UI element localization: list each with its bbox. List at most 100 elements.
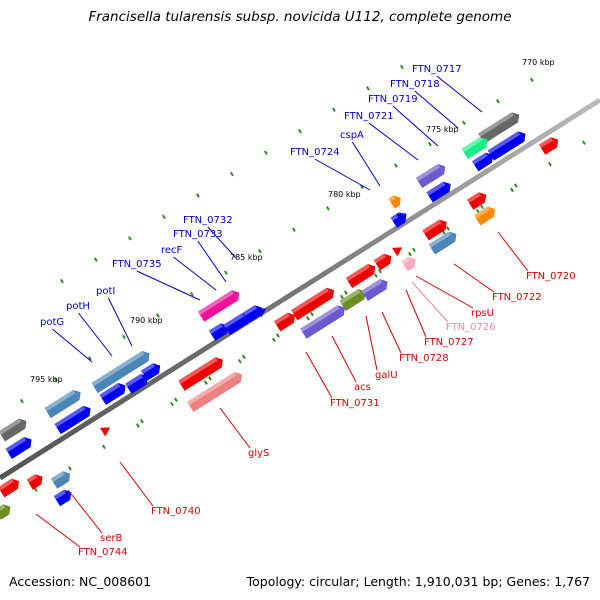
gene-label-top[interactable]: cspA: [340, 130, 364, 141]
gene-glyph[interactable]: [140, 361, 163, 381]
topology-text: Topology: circular; Length: 1,910,031 bp…: [246, 574, 590, 589]
kbp-label: 770 kbp: [522, 58, 555, 67]
tick-mark: [461, 120, 466, 125]
tick-mark: [344, 290, 348, 295]
gene-glyph[interactable]: [388, 193, 404, 209]
gene-glyph[interactable]: [487, 129, 529, 161]
leader-line: [453, 263, 495, 293]
leader-line: [411, 281, 449, 323]
gene-glyph[interactable]: [178, 355, 226, 391]
gene-label-bottom[interactable]: FTN_0740: [151, 506, 201, 517]
gene-arrow[interactable]: [99, 423, 113, 437]
gene-arrow[interactable]: [395, 209, 409, 223]
tick-mark: [174, 397, 178, 402]
tick-mark: [359, 184, 364, 190]
tick-mark: [94, 257, 98, 262]
gene-label-bottom[interactable]: serB: [100, 533, 122, 544]
kbp-label: 775 kbp: [426, 125, 459, 134]
tick-mark: [208, 376, 212, 381]
gene-glyph[interactable]: [187, 369, 245, 413]
tick-mark: [412, 247, 416, 253]
gene-glyph[interactable]: [401, 254, 418, 272]
gene-label-bottom[interactable]: rpsU: [471, 308, 494, 319]
gene-glyph[interactable]: [373, 251, 395, 271]
gene-glyph[interactable]: [54, 403, 93, 435]
gene-label-top[interactable]: FTN_0724: [290, 147, 340, 158]
gene-label-top[interactable]: FTN_0733: [173, 229, 223, 240]
gene-label-top[interactable]: FTN_0717: [412, 64, 462, 75]
leader-line: [119, 461, 154, 507]
gene-glyph[interactable]: [361, 276, 390, 301]
kbp-label: 780 kbp: [328, 190, 361, 199]
gene-glyph[interactable]: [44, 387, 83, 419]
gene-label-top[interactable]: FTN_0718: [390, 79, 440, 90]
gene-label-top[interactable]: recF: [161, 245, 183, 256]
gene-glyph[interactable]: [426, 179, 454, 203]
gene-label-bottom[interactable]: FTN_0744: [78, 547, 128, 558]
tick-mark: [34, 487, 38, 492]
gene-glyph[interactable]: [0, 416, 30, 442]
gene-label-top[interactable]: FTN_0721: [344, 111, 394, 122]
gene-label-top[interactable]: FTN_0735: [112, 259, 162, 270]
gene-glyph[interactable]: [0, 502, 14, 520]
gene-label-bottom[interactable]: FTN_0722: [492, 292, 542, 303]
gene-glyph[interactable]: [0, 476, 22, 498]
tick-mark: [170, 401, 174, 407]
leader-line: [415, 275, 474, 309]
tick-mark: [305, 316, 310, 321]
tick-mark: [366, 86, 370, 91]
gene-label-bottom[interactable]: FTN_0727: [424, 337, 474, 348]
gene-glyph[interactable]: [461, 134, 490, 159]
gene-glyph[interactable]: [91, 348, 152, 394]
gene-glyph[interactable]: [99, 380, 128, 405]
gene-glyph[interactable]: [474, 204, 498, 226]
gene-glyph[interactable]: [208, 321, 231, 341]
gene-glyph[interactable]: [428, 229, 460, 255]
gene-label-bottom[interactable]: FTN_0720: [526, 271, 576, 282]
gene-arrow[interactable]: [255, 304, 269, 318]
gene-glyph[interactable]: [538, 135, 561, 155]
gene-label-bottom[interactable]: acs: [354, 382, 371, 393]
tick-mark: [326, 206, 330, 211]
gene-label-top[interactable]: FTN_0732: [183, 215, 233, 226]
tick-mark: [530, 77, 534, 83]
gene-label-bottom[interactable]: FTN_0726: [446, 322, 496, 333]
gene-glyph[interactable]: [291, 285, 337, 321]
gene-label-bottom[interactable]: galU: [375, 370, 398, 381]
leader-line: [305, 351, 333, 399]
gene-glyph[interactable]: [477, 110, 522, 144]
tick-mark: [272, 337, 276, 343]
gene-glyph[interactable]: [53, 487, 75, 507]
gene-label-top[interactable]: potH: [66, 301, 90, 312]
leader-line: [78, 312, 113, 357]
leader-line: [207, 226, 237, 259]
tick-mark: [378, 268, 382, 274]
gene-label-bottom[interactable]: FTN_0728: [399, 353, 449, 364]
leader-line: [107, 297, 133, 347]
gene-glyph[interactable]: [345, 261, 379, 289]
tick-mark: [292, 227, 296, 233]
leader-line: [314, 158, 371, 191]
gene-glyph[interactable]: [300, 303, 348, 339]
tick-mark: [340, 294, 344, 300]
gene-glyph[interactable]: [5, 434, 34, 459]
gene-arrow[interactable]: [391, 243, 405, 257]
tick-mark: [264, 150, 268, 155]
gene-glyph[interactable]: [472, 150, 496, 172]
tick-mark: [162, 214, 166, 220]
gene-label-top[interactable]: potG: [40, 317, 64, 328]
gene-glyph[interactable]: [50, 469, 73, 489]
gene-glyph[interactable]: [422, 217, 450, 241]
gene-glyph[interactable]: [274, 310, 298, 332]
gene-glyph[interactable]: [415, 161, 449, 189]
gene-glyph[interactable]: [466, 190, 489, 210]
gene-label-top[interactable]: FTN_0719: [368, 94, 418, 105]
gene-glyph[interactable]: [26, 472, 46, 490]
leader-line: [351, 141, 381, 187]
gene-glyph[interactable]: [197, 288, 242, 322]
gene-label-top[interactable]: potI: [96, 286, 115, 297]
gene-label-bottom[interactable]: glyS: [248, 448, 269, 459]
gene-label-bottom[interactable]: FTN_0731: [330, 398, 380, 409]
tick-mark: [122, 334, 126, 340]
leader-line: [381, 311, 402, 354]
